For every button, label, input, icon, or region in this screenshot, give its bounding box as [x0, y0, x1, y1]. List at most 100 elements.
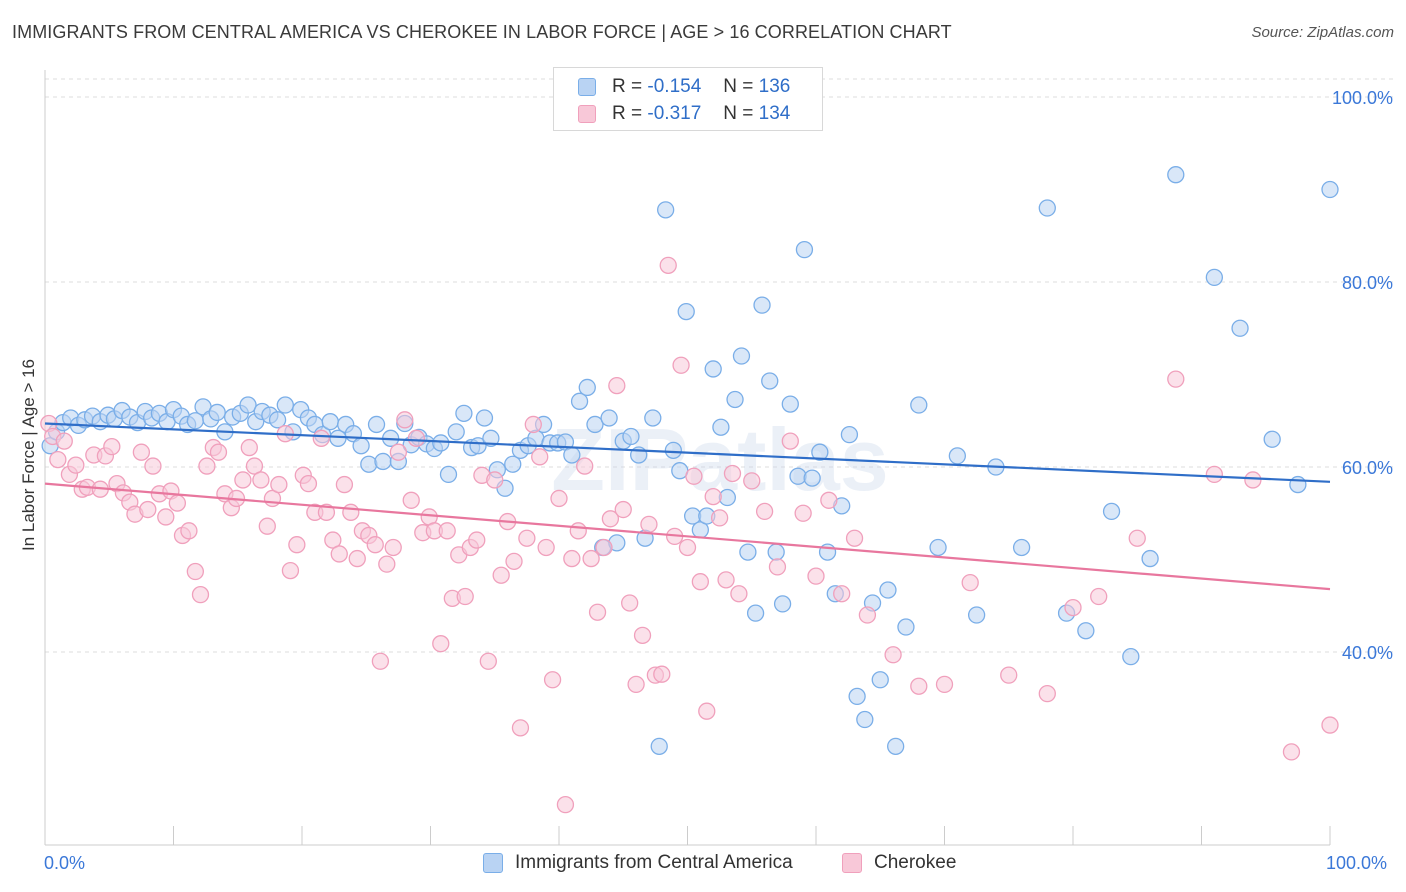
- point-cherokee: [168, 494, 187, 512]
- legend-item-series2[interactable]: Cherokee: [842, 852, 956, 874]
- point-cherokee: [653, 665, 671, 683]
- point-central-america: [795, 240, 814, 259]
- point-central-america: [622, 427, 640, 446]
- point-cherokee: [531, 448, 549, 466]
- point-cherokee: [685, 467, 703, 485]
- point-central-america: [563, 446, 581, 464]
- point-central-america: [644, 409, 662, 427]
- point-cherokee: [438, 522, 456, 540]
- point-central-america: [732, 347, 751, 365]
- point-central-america: [1077, 622, 1095, 640]
- point-central-america: [803, 469, 821, 487]
- point-central-america: [929, 538, 947, 557]
- y-tick-label: 100.0%: [1332, 88, 1393, 108]
- point-cherokee: [335, 475, 354, 494]
- point-cherokee: [157, 508, 175, 526]
- point-cherokee: [384, 538, 402, 557]
- point-central-america: [578, 378, 596, 397]
- point-central-america: [879, 581, 897, 599]
- point-cherokee: [479, 652, 497, 670]
- point-central-america: [1289, 475, 1307, 494]
- point-cherokee: [698, 702, 716, 720]
- point-central-america: [773, 595, 792, 613]
- point-cherokee: [608, 376, 626, 395]
- point-cherokee: [1321, 716, 1339, 734]
- point-cherokee: [67, 456, 85, 474]
- point-central-america: [586, 415, 604, 434]
- point-cherokee: [833, 585, 851, 603]
- point-cherokee: [794, 504, 812, 522]
- point-central-america: [657, 201, 675, 219]
- point-central-america: [374, 452, 392, 471]
- point-cherokee: [1167, 370, 1185, 388]
- legend-row-series2: R = -0.317 N = 134: [578, 103, 790, 125]
- point-cherokee: [1090, 587, 1108, 606]
- point-cherokee: [132, 443, 151, 461]
- point-central-america: [1038, 199, 1056, 217]
- point-central-america: [767, 543, 785, 561]
- point-cherokee: [258, 517, 276, 535]
- point-central-america: [439, 465, 458, 484]
- point-cherokee: [582, 549, 600, 568]
- legend-item-series1[interactable]: Immigrants from Central America: [483, 852, 793, 874]
- point-central-america: [1231, 319, 1249, 337]
- point-cherokee: [730, 585, 748, 603]
- point-central-america: [268, 411, 287, 429]
- point-central-america: [455, 404, 473, 423]
- point-central-america: [469, 437, 487, 455]
- trend-lines: [44, 422, 1331, 591]
- point-cherokee: [569, 522, 587, 540]
- point-cherokee: [588, 603, 607, 621]
- point-cherokee: [1282, 743, 1301, 761]
- point-central-america: [704, 360, 722, 378]
- point-central-america: [746, 604, 765, 622]
- point-cherokee: [537, 538, 555, 557]
- point-cherokee: [704, 487, 722, 506]
- point-central-america: [475, 409, 494, 427]
- point-cherokee: [768, 558, 787, 576]
- point-cherokee: [781, 432, 799, 450]
- point-cherokee: [180, 522, 198, 540]
- point-cherokee: [505, 552, 523, 570]
- point-cherokee: [543, 671, 562, 689]
- correlation-legend: R = -0.154 N = 136 R = -0.317 N = 134: [553, 67, 823, 131]
- point-cherokee: [845, 529, 864, 547]
- point-cherokee: [511, 719, 530, 737]
- r-label: R =: [612, 76, 643, 97]
- point-cherokee: [910, 677, 928, 695]
- series1-legend-swatch: [483, 853, 503, 873]
- point-central-america: [789, 467, 807, 485]
- point-cherokee: [1038, 684, 1056, 703]
- n-value: 134: [758, 103, 791, 124]
- point-cherokee: [717, 571, 735, 589]
- point-cherokee: [640, 515, 658, 533]
- y-tick-label: 80.0%: [1342, 273, 1393, 293]
- legend-row-series1: R = -0.154 N = 136: [578, 76, 790, 98]
- point-central-america: [871, 671, 889, 689]
- point-cherokee: [723, 464, 742, 483]
- y-tick-label: 60.0%: [1342, 458, 1393, 478]
- point-cherokee: [1244, 471, 1262, 489]
- point-cherokee: [961, 573, 979, 592]
- point-cherokee: [710, 509, 729, 527]
- point-central-america: [367, 415, 386, 434]
- point-central-america: [276, 396, 294, 414]
- point-central-america: [753, 296, 771, 314]
- point-central-america: [239, 396, 257, 414]
- point-cherokee: [524, 415, 542, 434]
- point-cherokee: [432, 635, 450, 653]
- point-cherokee: [659, 256, 677, 275]
- r-value: -0.154: [647, 76, 702, 97]
- point-cherokee: [563, 549, 581, 568]
- axes: [44, 70, 1331, 846]
- point-cherokee: [807, 567, 825, 585]
- x-tick-label-max: 100.0%: [1326, 853, 1388, 873]
- point-central-america: [1205, 268, 1223, 287]
- point-central-america: [848, 687, 866, 706]
- point-cherokee: [1205, 465, 1223, 484]
- x-tick-label-min: 0.0%: [44, 853, 86, 873]
- y-tick-labels: 40.0% 60.0% 80.0% 100.0%: [1332, 88, 1393, 663]
- point-central-america: [811, 443, 829, 461]
- point-central-america: [840, 425, 859, 444]
- point-central-america: [321, 413, 339, 431]
